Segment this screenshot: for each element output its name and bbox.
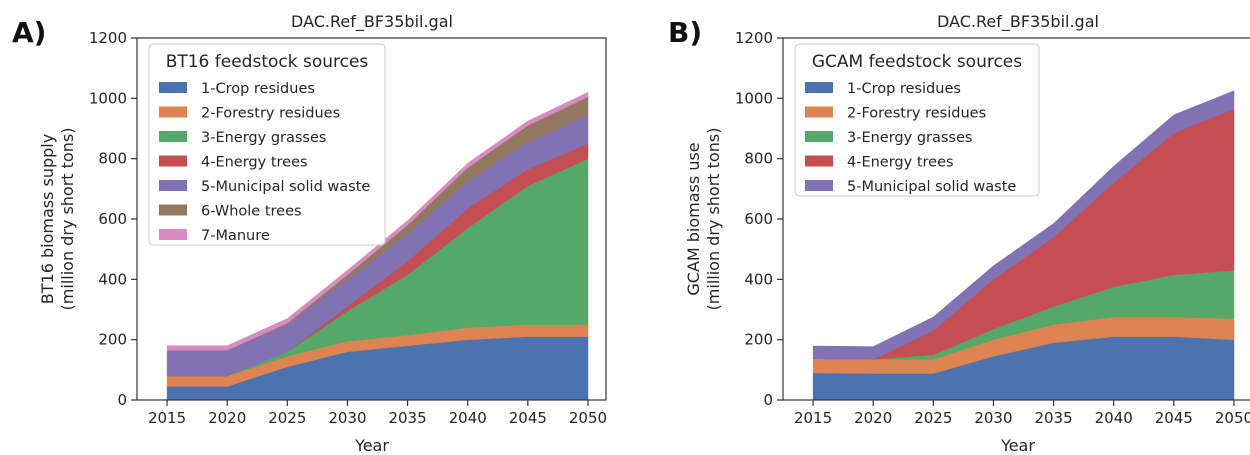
panel-a-legend-swatch xyxy=(159,155,187,167)
panel-a-legend-label: 5-Municipal solid waste xyxy=(201,179,370,195)
panel-b-x-tick-label: 2030 xyxy=(974,409,1012,427)
panel-a-legend-swatch xyxy=(159,180,187,191)
panel-a-legend-swatch xyxy=(159,106,187,118)
panel-a-x-tick-label: 2035 xyxy=(388,409,426,427)
panel-b-x-tick-label: 2015 xyxy=(794,409,832,427)
panel-a-legend-label: 2-Forestry residues xyxy=(201,106,340,122)
panel-a-x-tick-label: 2040 xyxy=(449,409,487,427)
panel-a-legend-items: 1-Crop residues 2-Forestry residues 3-Ener… xyxy=(159,81,370,244)
panel-a-title: DAC.Ref_BF35bil.gal xyxy=(291,12,453,32)
panel-b-area-series-5 xyxy=(812,90,1235,360)
panel-a-legend-swatch xyxy=(159,204,187,216)
panel-b-x-tick-label: 2045 xyxy=(1155,409,1193,427)
panel-a-legend-label: 4-Energy trees xyxy=(201,155,308,171)
panel-b-y-axis-title-group: GCAM biomass use (million dry short tons… xyxy=(684,128,723,311)
panel-a-areas xyxy=(166,91,589,401)
panel-a-y-tick-label: 400 xyxy=(98,270,127,288)
panel-b-x-tick-label: 2050 xyxy=(1215,409,1250,427)
panel-b-legend-swatch xyxy=(805,131,833,142)
panel-b-y-tick-label: 1200 xyxy=(735,29,773,47)
panel-b-legend-label: 3-Energy grasses xyxy=(847,130,972,146)
panel-a-x-tick-label: 2050 xyxy=(569,409,607,427)
panel-b-x-tick-label: 2035 xyxy=(1034,409,1072,427)
panel-a-label: A) xyxy=(12,16,46,49)
panel-b-legend: GCAM feedstock sources 1-Crop residues 2-… xyxy=(794,43,1040,197)
panel-a-x-tick-label: 2045 xyxy=(509,409,547,427)
panel-b-y-axis-title: GCAM biomass use xyxy=(684,142,703,295)
panel-b-y-tick-label: 400 xyxy=(744,270,773,288)
panel-a-legend-swatch xyxy=(159,131,187,142)
panel-a-legend-title: BT16 feedstock sources xyxy=(166,52,369,72)
panel-a-y-ticks: 0 200 400 600 800 1000 1200 xyxy=(89,29,137,409)
panel-a-x-tick-label: 2015 xyxy=(148,409,186,427)
panel-a-y-axis-title-group: BT16 biomass supply (million dry short t… xyxy=(38,128,77,311)
panel-a-legend-swatch xyxy=(159,229,187,240)
panel-a-legend-box xyxy=(148,43,386,246)
panel-a-legend-label: 6-Whole trees xyxy=(201,204,302,220)
panel-b-legend-items: 1-Crop residues 2-Forestry residues 3-Ener… xyxy=(805,81,1016,195)
panel-b-y-tick-label: 200 xyxy=(744,331,773,349)
panel-b-legend-label: 4-Energy trees xyxy=(847,155,954,171)
panel-a-x-tick-label: 2020 xyxy=(208,409,246,427)
panel-b-y-tick-label: 1000 xyxy=(735,89,773,107)
panel-a-legend-swatch xyxy=(159,82,187,93)
panel-a-x-ticks: 2015 2020 2025 2030 2035 2040 2045 2050 xyxy=(148,400,607,427)
panel-b-y-tick-label: 600 xyxy=(744,210,773,228)
panel-a-x-tick-label: 2025 xyxy=(268,409,306,427)
panel-a-y-tick-label: 200 xyxy=(98,331,127,349)
panel-b-legend-label: 5-Municipal solid waste xyxy=(847,179,1016,195)
panel-b-y-tick-label: 800 xyxy=(744,150,773,168)
panel-b-legend-label: 2-Forestry residues xyxy=(847,106,986,122)
panel-b-legend-label: 1-Crop residues xyxy=(847,81,961,97)
panel-b-legend-swatch xyxy=(805,82,833,93)
panel-a-y-tick-label: 800 xyxy=(98,150,127,168)
panel-a-x-tick-label: 2030 xyxy=(328,409,366,427)
panel-b-title: DAC.Ref_BF35bil.gal xyxy=(937,12,1099,32)
panel-b-x-tick-label: 2040 xyxy=(1095,409,1133,427)
panel-a-y-tick-label: 0 xyxy=(117,391,127,409)
panel-a: A) DAC.Ref_BF35bil.gal 2015 2020 2025 2030 2… xyxy=(12,12,607,455)
panel-b-legend-box xyxy=(794,43,1040,197)
panel-b-label: B) xyxy=(668,16,702,49)
panel-a-legend-label: 1-Crop residues xyxy=(201,81,315,97)
panel-a-y-tick-label: 1000 xyxy=(89,89,127,107)
panel-b-areas xyxy=(812,90,1235,401)
panel-a-legend-label: 7-Manure xyxy=(201,228,270,244)
panel-b-x-axis-title: Year xyxy=(1000,436,1035,455)
panel-b-legend-swatch xyxy=(805,155,833,167)
panel-a-area-series-7 xyxy=(166,91,589,351)
panel-b-y-axis-subtitle: (million dry short tons) xyxy=(704,128,723,311)
panel-a-x-axis-title: Year xyxy=(354,436,389,455)
panel-b-legend-swatch xyxy=(805,106,833,118)
panel-b: B) DAC.Ref_BF35bil.gal 2015 2020 2025 2030 2… xyxy=(668,12,1250,455)
panel-b-legend-title: GCAM feedstock sources xyxy=(812,52,1022,72)
panel-b-x-tick-label: 2025 xyxy=(914,409,952,427)
panel-a-y-tick-label: 600 xyxy=(98,210,127,228)
panel-a-legend-label: 3-Energy grasses xyxy=(201,130,326,146)
panel-b-legend-swatch xyxy=(805,180,833,191)
panel-a-y-axis-title: BT16 biomass supply xyxy=(38,134,57,304)
panel-b-x-ticks: 2015 2020 2025 2030 2035 2040 2045 2050 xyxy=(794,400,1250,427)
panel-b-x-tick-label: 2020 xyxy=(854,409,892,427)
panel-a-y-tick-label: 1200 xyxy=(89,29,127,47)
panel-a-y-axis-subtitle: (million dry short tons) xyxy=(58,128,77,311)
panel-b-y-tick-label: 0 xyxy=(763,391,773,409)
panel-b-y-ticks: 0 200 400 600 800 1000 1200 xyxy=(735,29,783,409)
panel-a-legend: BT16 feedstock sources 1-Crop residues 2-… xyxy=(148,43,386,246)
